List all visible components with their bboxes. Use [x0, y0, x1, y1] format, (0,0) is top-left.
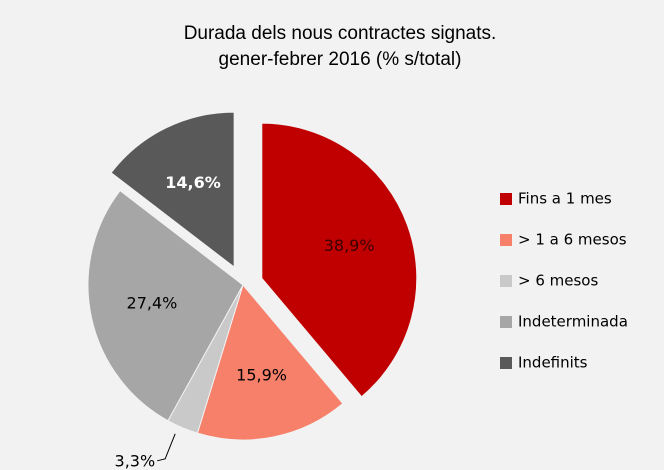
- pie-slice: [196, 283, 344, 441]
- leader-line: [157, 433, 176, 462]
- legend-label: > 1 a 6 mesos: [518, 231, 627, 249]
- legend-swatch: [500, 193, 512, 205]
- data-label: 3,3%: [115, 451, 156, 470]
- chart-title: Durada dels nous contractes signats.: [184, 23, 497, 44]
- data-label: 27,4%: [127, 293, 178, 312]
- legend-label: Fins a 1 mes: [518, 190, 612, 208]
- legend-swatch: [500, 234, 512, 246]
- data-label: 38,9%: [324, 236, 375, 255]
- chart-subtitle: gener-febrer 2016 (% s/total): [219, 49, 462, 70]
- legend-label: > 6 mesos: [518, 272, 598, 290]
- legend-swatch: [500, 316, 512, 328]
- pie-slice: [87, 189, 244, 422]
- data-label: 14,6%: [165, 173, 221, 192]
- data-label: 15,9%: [236, 366, 287, 385]
- pie-slice: [110, 111, 235, 269]
- legend-swatch: [500, 357, 512, 369]
- legend-label: Indefinits: [518, 354, 588, 372]
- pie-slice: [261, 122, 418, 398]
- legend-label: Indeterminada: [518, 313, 628, 331]
- legend-swatch: [500, 275, 512, 287]
